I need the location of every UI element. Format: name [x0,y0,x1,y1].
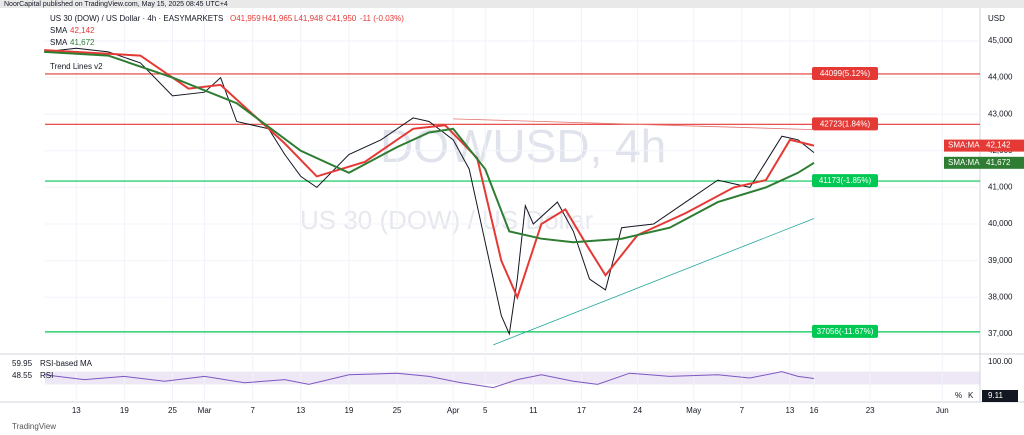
x-tick-label: May [686,406,701,415]
x-tick-label: 7 [740,406,745,415]
rsi-ma-value: 59.95 [12,359,33,368]
sma-line [44,49,815,301]
sma-line [44,50,815,244]
sma2: SMA [50,38,68,47]
x-tick-label: 23 [866,406,875,415]
rsi-name: RSI [40,371,53,380]
x-tick-label: 13 [72,406,81,415]
x-tick-label: 19 [120,406,129,415]
y-tick-label: 45,000 [988,36,1013,45]
ohlc-change: -11 (-0.03%) [360,14,404,23]
x-tick-label: 13 [296,406,305,415]
level-badge [812,117,878,131]
sma-badge-name: SMA:MA [948,141,980,150]
rsi-badge-value: 9.11 [988,391,1004,400]
y-tick-label: 39,000 [988,256,1013,265]
published: NoorCapital published on TradingView.com… [4,1,228,8]
y-tick-label: 41,000 [988,183,1013,192]
ohlc-high: H41,965 [262,14,293,23]
x-tick-label: 25 [168,406,177,415]
trend-line [453,118,815,130]
level-badge [812,324,878,338]
rsi-badge [982,390,1018,402]
sma1: SMA [50,26,68,35]
rsi-line [44,371,815,389]
x-tick-label: 24 [633,406,642,415]
sma-badge-value: 42,142 [986,141,1011,150]
x-tick-label: Jun [936,406,949,415]
x-tick-label: 5 [483,406,488,415]
rsi-ma-name: RSI-based MA [40,359,93,368]
sma-badge-value: 41,672 [986,158,1011,167]
k-toggle[interactable]: K [968,391,974,400]
level-badge [812,66,878,80]
x-tick-label: 7 [250,406,255,415]
level-label: 41173(-1.85%) [819,176,872,185]
y-tick-label: 40,000 [988,219,1013,228]
ohlc-open: O41,959 [230,14,261,23]
sma-badge-name: SMA:MA [948,158,980,167]
footer-logo[interactable]: TradingView [12,422,56,431]
rsi-band [45,371,980,385]
sma-badge [944,156,1024,169]
watermark: DOWUSD, 4h [380,120,666,172]
x-tick-label: 13 [785,406,794,415]
trend-line [493,218,815,346]
rsi-value: 48.55 [12,371,33,380]
level-label: 37056(-11.67%) [817,327,874,336]
x-tick-label: 16 [810,406,819,415]
currency: USD [988,14,1005,23]
y-tick-label: 38,000 [988,292,1013,301]
sma2-value: 41,672 [70,38,95,47]
y-tick-label: 37,000 [988,329,1013,338]
level-badge [812,174,878,188]
indicator: Trend Lines v2 [50,62,103,71]
x-tick-label: Apr [447,406,460,415]
x-tick-label: 19 [344,406,353,415]
sma-badge [944,139,1024,152]
level-label: 42723(1.84%) [820,119,871,128]
level-label: 44099(5.12%) [820,69,871,78]
symbol: US 30 (DOW) / US Dollar · 4h · EASYMARKE… [50,14,223,23]
price-line [44,47,815,336]
plot: 37,00038,00039,00040,00041,00042,00043,0… [0,8,1024,415]
y-tick-label: 44,000 [988,73,1013,82]
x-tick-label: Mar [198,406,212,415]
top-bar [0,0,1024,8]
x-tick-label: 25 [393,406,402,415]
rsi-tick-label: 100.00 [988,357,1013,366]
ohlc-close: C41,950 [326,14,357,23]
y-tick-label: 43,000 [988,109,1013,118]
ohlc-low: L41,948 [294,14,323,23]
x-tick-label: 17 [577,406,586,415]
x-tick-label: 11 [529,406,538,415]
percent-toggle[interactable]: % [955,391,962,400]
sma1-value: 42,142 [70,26,95,35]
